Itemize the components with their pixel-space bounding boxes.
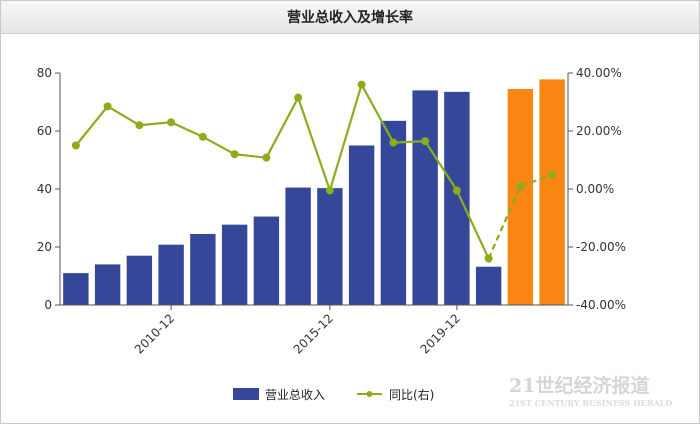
right-tick-label: 40.00%	[576, 66, 622, 80]
left-tick-label: 40	[37, 182, 52, 196]
bar-2013-12[interactable]	[253, 216, 280, 305]
bar-2016-12[interactable]	[348, 145, 375, 306]
legend-line-marker	[366, 391, 373, 397]
right-tick-label: 0.00%	[576, 182, 614, 196]
chart-header: 营业总收入及增长率	[1, 1, 699, 34]
left-axis-ticks: 0 20 40 60 80	[37, 66, 60, 312]
growth-point-2019-12[interactable]	[452, 186, 461, 195]
bar-2009-12[interactable]	[126, 255, 153, 305]
growth-point-2007-12[interactable]	[71, 141, 80, 150]
left-tick-label: 80	[37, 66, 52, 80]
legend-line-label: 同比(右)	[389, 387, 434, 402]
bar-2012-12[interactable]	[221, 224, 248, 305]
growth-point-2012-12[interactable]	[230, 150, 239, 159]
legend-bar-swatch	[233, 388, 259, 400]
growth-point-2020-12[interactable]	[484, 254, 493, 263]
growth-point-2010-12[interactable]	[167, 118, 176, 127]
watermark-sub-text: 21ST CENTURY BUSINESS HERALD	[509, 398, 672, 408]
legend[interactable]: 营业总收入 同比(右)	[233, 387, 434, 402]
growth-point-2008-12[interactable]	[103, 102, 112, 111]
bar-2020-12[interactable]	[475, 266, 502, 305]
left-tick-label: 60	[37, 124, 52, 138]
legend-bar-label: 营业总收入	[265, 388, 325, 402]
bar-2011-12[interactable]	[190, 233, 216, 305]
bar-2014-12[interactable]	[285, 187, 311, 305]
right-tick-label: -40.00%	[576, 298, 626, 312]
bar-2007-12[interactable]	[63, 273, 89, 305]
bar-2017-12[interactable]	[380, 120, 407, 305]
growth-point-2015-12[interactable]	[325, 186, 334, 195]
bar-2021-12[interactable]	[507, 88, 534, 305]
bar-2019-12[interactable]	[444, 91, 470, 305]
line-layer	[71, 80, 557, 263]
growth-point-2021-12[interactable]	[516, 182, 525, 191]
growth-line-actual	[75, 81, 490, 260]
x-tick-label: 2015-12	[291, 311, 336, 356]
watermark-logo: 21世纪经济报道 21ST CENTURY BUSINESS HERALD	[509, 374, 672, 408]
right-axis-ticks: -40.00% -20.00% 0.00% 20.00% 40.00%	[568, 66, 626, 312]
x-tick-label: 2019-12	[418, 311, 463, 356]
growth-point-2017-12[interactable]	[389, 138, 398, 147]
growth-point-2022-12[interactable]	[548, 171, 557, 180]
right-tick-label: -20.00%	[576, 240, 626, 254]
x-tick-label: 2010-12	[132, 311, 177, 356]
left-tick-label: 0	[44, 298, 52, 312]
growth-point-2016-12[interactable]	[357, 80, 366, 89]
x-axis-ticks: 2010-12 2015-12 2019-12	[132, 305, 463, 357]
bars-layer	[63, 79, 565, 306]
watermark-main-text: 21世纪经济报道	[509, 374, 649, 397]
right-tick-label: 20.00%	[576, 124, 622, 138]
growth-point-2011-12[interactable]	[198, 132, 207, 141]
bar-2018-12[interactable]	[412, 90, 438, 306]
bar-2015-12[interactable]	[317, 188, 343, 305]
bar-2008-12[interactable]	[94, 264, 121, 305]
growth-point-2014-12[interactable]	[294, 93, 303, 102]
bar-2010-12[interactable]	[158, 244, 184, 305]
growth-line-forecast	[487, 174, 553, 260]
growth-point-2018-12[interactable]	[421, 137, 430, 146]
left-tick-label: 20	[37, 240, 52, 254]
growth-point-2009-12[interactable]	[135, 121, 144, 130]
growth-point-2013-12[interactable]	[262, 153, 271, 162]
bar-2022-12[interactable]	[539, 79, 565, 305]
chart-title: 营业总收入及增长率	[287, 10, 413, 26]
